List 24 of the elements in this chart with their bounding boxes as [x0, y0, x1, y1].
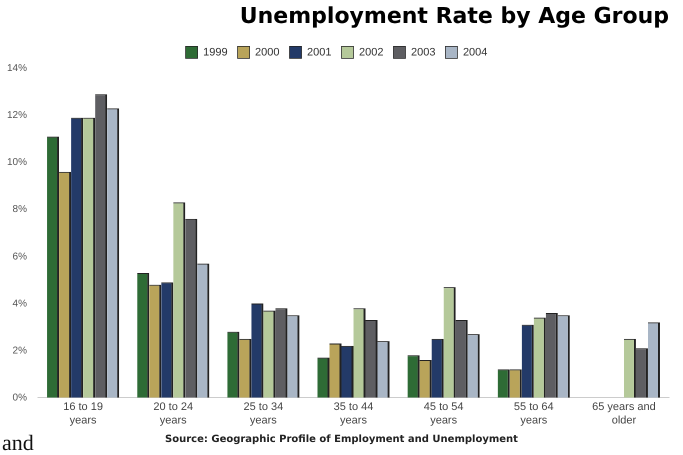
y-tick-label: 14%	[7, 63, 28, 74]
x-tick-label: 55 to 64 years	[514, 401, 554, 426]
y-tick-label: 8%	[12, 204, 28, 216]
x-tick-label: 65 years and older	[592, 401, 656, 426]
x-tick-label: 35 to 44 years	[334, 401, 374, 426]
legend-label: 2004	[462, 46, 488, 58]
legend-label: 2003	[410, 46, 436, 58]
source-note: Source: Geographic Profile of Employment and Unemployment	[165, 434, 518, 445]
y-tick-label: 0%	[12, 392, 28, 404]
text: and	[2, 430, 34, 455]
y-tick-label: 10%	[7, 157, 28, 168]
y-tick-label: 12%	[7, 110, 28, 122]
x-tick-label: 45 to 54 years	[424, 401, 464, 426]
y-tick-label: 4%	[12, 298, 28, 310]
legend-label: 2000	[255, 46, 280, 58]
legend-label: 2002	[359, 46, 384, 58]
legend-label: 2001	[307, 46, 332, 58]
y-tick-label: 6%	[12, 251, 28, 262]
legend-label: 1999	[203, 46, 228, 58]
y-tick-label: 2%	[12, 345, 28, 356]
x-tick-label: 25 to 34 years	[243, 401, 284, 426]
x-tick-label: 20 to 24 years	[153, 401, 194, 426]
chart-title: Unemployment Rate by Age Group	[240, 4, 669, 29]
x-tick-label: 16 to 19 years	[63, 401, 103, 426]
